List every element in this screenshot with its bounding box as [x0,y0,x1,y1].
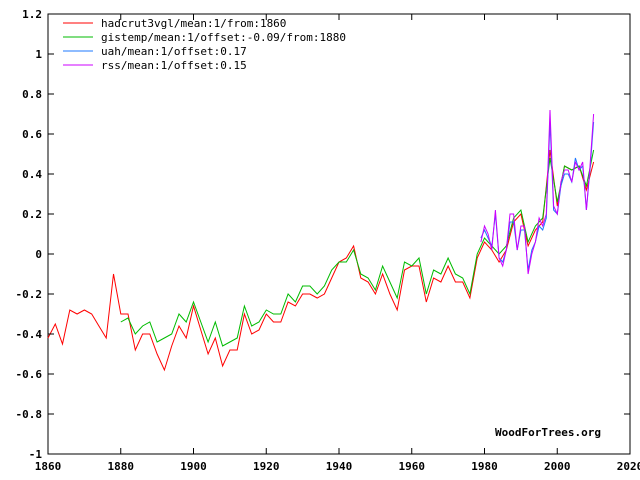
legend-label: hadcrut3vgl/mean:1/from:1860 [101,17,286,30]
ticks-layer: 1860 1880 1900 1920 1940 1960 1980 2000 2020 -1 -0… [16,8,640,473]
y-tick-label: 0 [35,248,42,261]
legend-label: rss/mean:1/offset:0.15 [101,59,247,72]
y-tick-label: 1 [35,48,42,61]
y-tick-label: -1 [29,448,43,461]
series-line-3 [480,109,595,275]
x-tick-label: 1860 [35,460,62,473]
legend-label: uah/mean:1/offset:0.17 [101,45,247,58]
y-tick-label: 0.2 [22,208,42,221]
y-tick-label: -0.2 [16,288,43,301]
y-tick-label: -0.6 [16,368,43,381]
y-tick-label: 0.4 [22,168,42,181]
series-layer [47,109,595,372]
y-tick-label: 0.8 [22,88,42,101]
watermark: WoodForTrees.org [495,426,601,439]
legend: hadcrut3vgl/mean:1/from:1860gistemp/mean… [63,17,346,72]
y-tick-label: -0.8 [16,408,43,421]
x-tick-label: 1900 [180,460,207,473]
x-tick-label: 1960 [399,460,426,473]
series-line-1 [120,149,595,347]
y-tick-label: 1.2 [22,8,42,21]
plot-area [47,13,631,455]
x-tick-label: 2020 [617,460,640,473]
series-line-0 [47,149,595,372]
y-tick-label: -0.4 [16,328,43,341]
x-tick-label: 2000 [544,460,571,473]
x-tick-label: 1940 [326,460,353,473]
x-tick-label: 1920 [253,460,280,473]
x-tick-label: 1980 [471,460,498,473]
x-tick-label: 1880 [108,460,135,473]
y-tick-label: 0.6 [22,128,42,141]
legend-label: gistemp/mean:1/offset:-0.09/from:1880 [101,31,346,44]
